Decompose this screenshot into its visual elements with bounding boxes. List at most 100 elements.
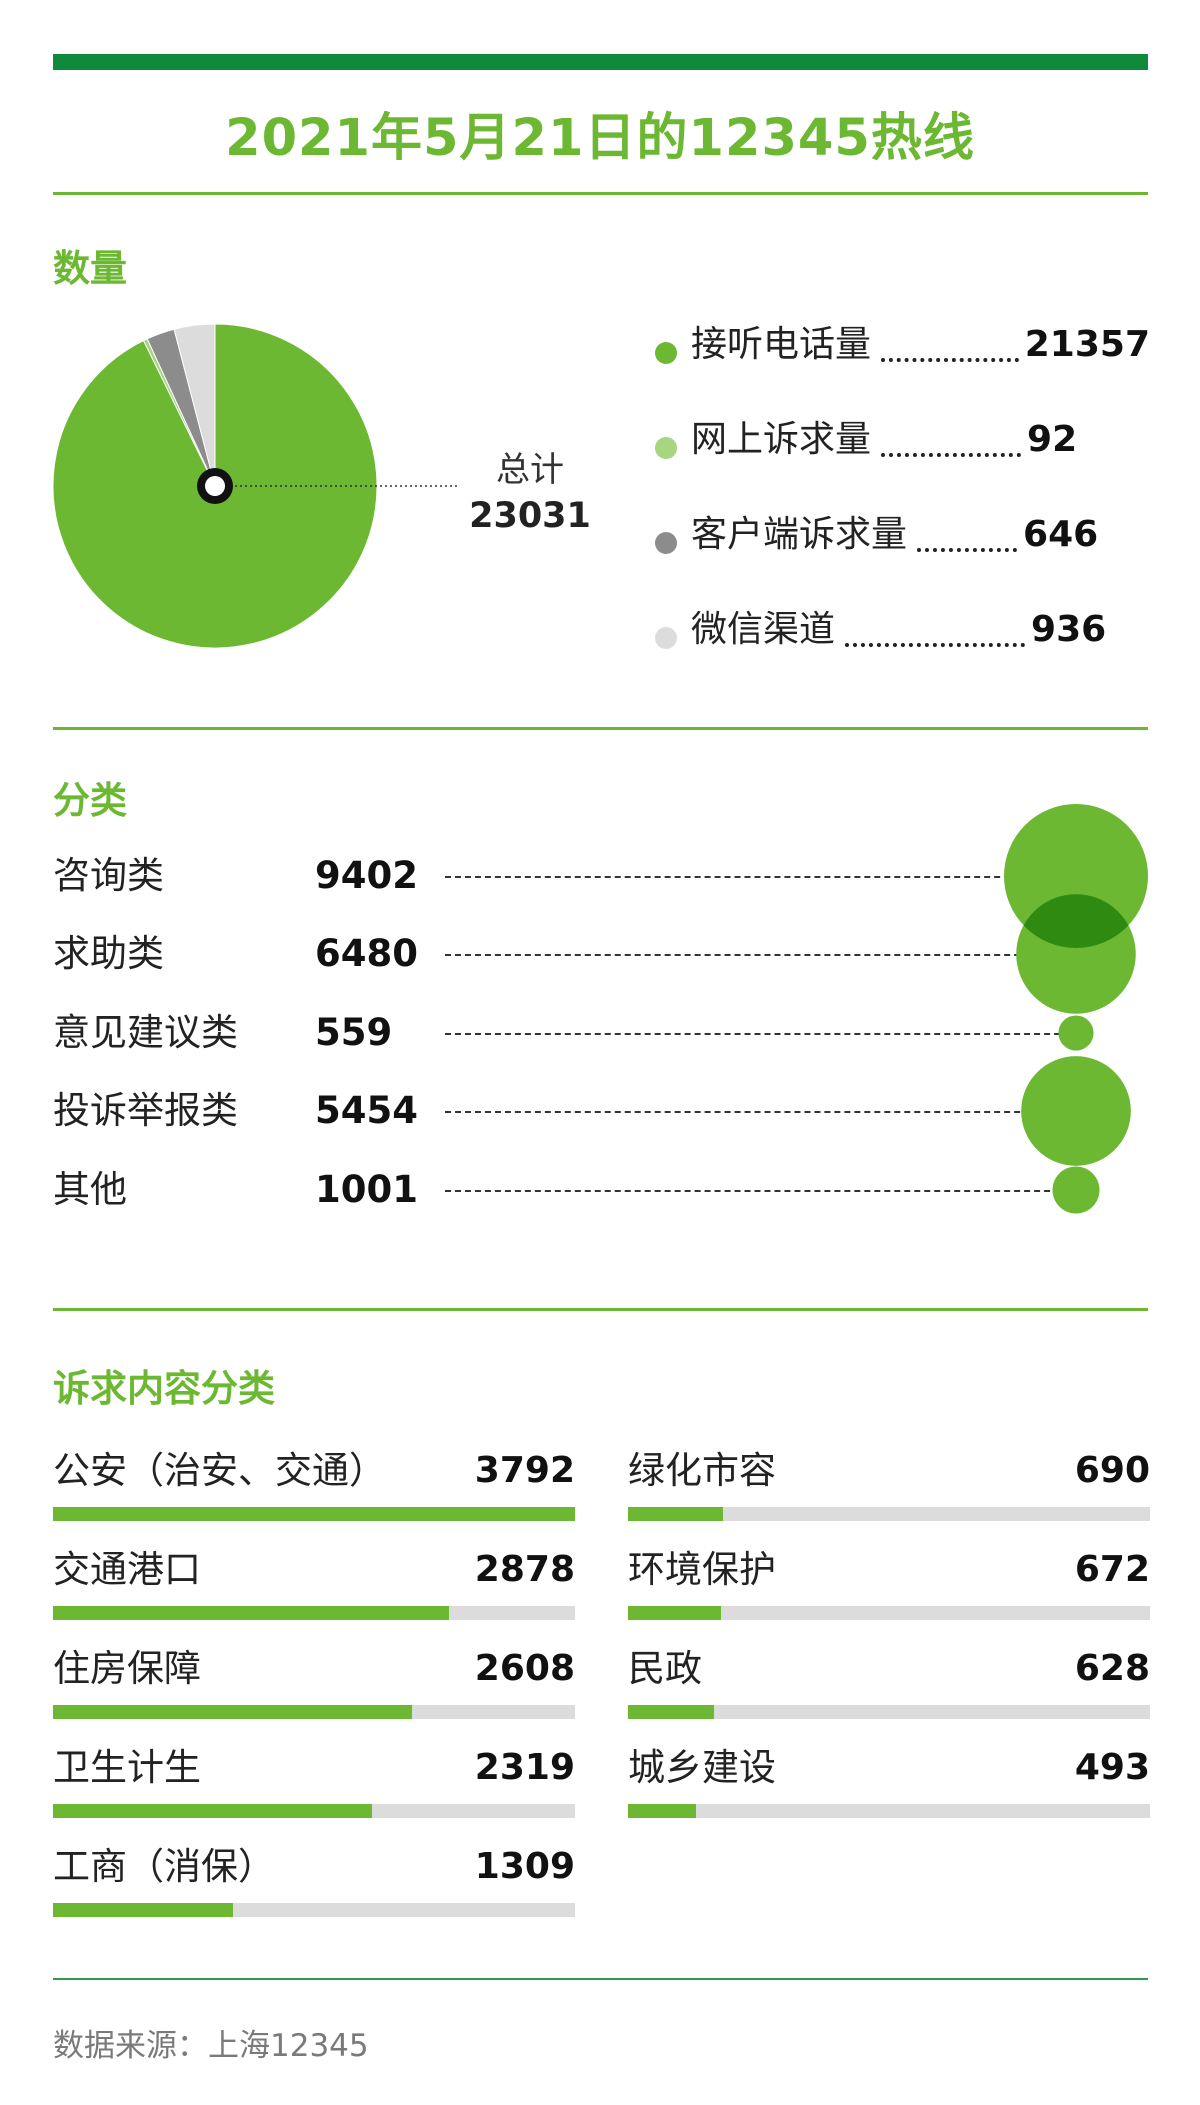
legend-label: 客户端诉求量	[691, 514, 908, 555]
bar-label: 卫生计生	[53, 1746, 201, 1789]
pie-slice	[173, 323, 216, 487]
bar-fill	[628, 1804, 696, 1818]
leader-dots	[845, 603, 1026, 647]
leader-dots	[917, 508, 1018, 552]
bar-fill	[628, 1606, 721, 1620]
divider	[53, 1308, 1148, 1311]
divider	[53, 192, 1148, 195]
classification-value: 5454	[315, 1089, 418, 1132]
legend-value: 646	[1023, 514, 1099, 555]
bar-label: 公安（治安、交通）	[53, 1449, 386, 1492]
bar-value: 3792	[474, 1450, 575, 1491]
classification-value: 559	[315, 1011, 393, 1054]
classification-label: 投诉举报类	[53, 1089, 238, 1132]
bar-fill	[53, 1903, 234, 1917]
legend-label: 接听电话量	[691, 324, 872, 365]
bar-track	[53, 1606, 575, 1620]
bar-label: 民政	[628, 1647, 702, 1690]
leader-line	[445, 1033, 1090, 1035]
classification-value: 9402	[315, 854, 418, 897]
bar-item: 工商（消保） 1309	[53, 1841, 575, 1931]
bar-track	[628, 1705, 1150, 1719]
legend-item: 网上诉求量 92	[655, 413, 1150, 508]
legend-item: 微信渠道 936	[655, 603, 1150, 698]
bar-item: 交通港口 2878	[53, 1544, 575, 1634]
classification-label: 咨询类	[53, 854, 164, 897]
leader-line	[445, 954, 1090, 956]
classification-row: 其他 1001	[53, 1160, 1148, 1220]
top-accent-bar	[53, 54, 1148, 70]
bar-item: 住房保障 2608	[53, 1643, 575, 1733]
bar-value: 2878	[474, 1549, 575, 1590]
total-value: 23031	[469, 496, 591, 536]
data-source: 数据来源：上海12345	[53, 2028, 369, 2064]
bar-fill	[628, 1507, 723, 1521]
divider	[53, 727, 1148, 730]
leader-dots	[881, 413, 1022, 457]
bar-item: 民政 628	[628, 1643, 1150, 1733]
pie-chart	[52, 323, 460, 649]
bar-label: 交通港口	[53, 1548, 201, 1591]
classification-row: 意见建议类 559	[53, 1003, 1148, 1063]
bar-label: 工商（消保）	[53, 1845, 275, 1888]
classification-row: 投诉举报类 5454	[53, 1081, 1148, 1141]
legend-label: 微信渠道	[691, 609, 836, 650]
classification-label: 意见建议类	[53, 1011, 238, 1054]
bar-value: 493	[1074, 1747, 1150, 1788]
bar-fill	[53, 1606, 450, 1620]
bar-item: 环境保护 672	[628, 1544, 1150, 1634]
legend-value: 936	[1031, 609, 1107, 650]
classification-row: 求助类 6480	[53, 924, 1148, 984]
legend-swatch	[655, 627, 677, 649]
classification-row: 咨询类 9402	[53, 846, 1148, 906]
leader-line	[445, 1190, 1090, 1192]
classification-value: 6480	[315, 932, 418, 975]
legend-swatch	[655, 532, 677, 554]
leader-line	[445, 876, 1090, 878]
bar-label: 环境保护	[628, 1548, 776, 1591]
bar-label: 住房保障	[53, 1647, 201, 1690]
bar-value: 690	[1074, 1450, 1150, 1491]
page-title: 2021年5月21日的12345热线	[225, 109, 975, 168]
legend-swatch	[655, 437, 677, 459]
bar-fill	[628, 1705, 715, 1719]
bar-label: 绿化市容	[628, 1449, 776, 1492]
legend-item: 接听电话量 21357	[655, 318, 1150, 413]
bar-track	[53, 1903, 575, 1917]
bar-value: 2608	[474, 1648, 575, 1689]
bar-track	[53, 1804, 575, 1818]
bar-label: 城乡建设	[628, 1746, 776, 1789]
divider	[53, 1978, 1148, 1980]
bar-track	[628, 1804, 1150, 1818]
leader-line	[445, 1111, 1090, 1113]
pie-legend: 接听电话量 21357 网上诉求量 92 客户端诉求量 646 微信渠道 936	[655, 318, 1150, 698]
bar-item: 公安（治安、交通） 3792	[53, 1445, 575, 1535]
bar-value: 628	[1074, 1648, 1150, 1689]
legend-value: 21357	[1024, 324, 1150, 365]
bar-track	[628, 1606, 1150, 1620]
bar-value: 672	[1074, 1549, 1150, 1590]
legend-label: 网上诉求量	[691, 419, 872, 460]
legend-swatch	[655, 342, 677, 364]
bar-value: 2319	[474, 1747, 575, 1788]
legend-value: 92	[1027, 419, 1078, 460]
bar-fill	[53, 1804, 373, 1818]
bar-fill	[53, 1705, 412, 1719]
bar-fill	[53, 1507, 575, 1521]
legend-item: 客户端诉求量 646	[655, 508, 1150, 603]
classification-label: 求助类	[53, 932, 164, 975]
classification-value: 1001	[315, 1168, 418, 1211]
bar-track	[53, 1507, 575, 1521]
bar-track	[628, 1507, 1150, 1521]
section-title-demand: 诉求内容分类	[53, 1367, 275, 1410]
pie-center-hole	[205, 476, 225, 496]
section-title-quantity: 数量	[53, 247, 127, 290]
bar-track	[53, 1705, 575, 1719]
bar-value: 1309	[474, 1846, 575, 1887]
section-title-classification: 分类	[53, 779, 127, 822]
bar-item: 卫生计生 2319	[53, 1742, 575, 1832]
total-label: 总计	[496, 450, 564, 490]
bar-item: 绿化市容 690	[628, 1445, 1150, 1535]
classification-label: 其他	[53, 1168, 127, 1211]
bar-item: 城乡建设 493	[628, 1742, 1150, 1832]
